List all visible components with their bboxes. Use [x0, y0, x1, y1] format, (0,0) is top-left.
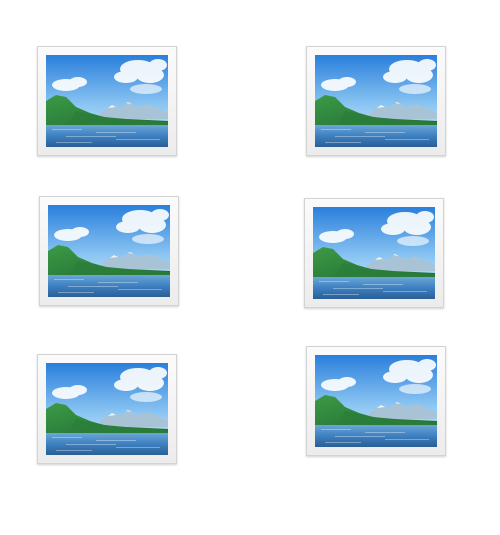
picture-thumbnail-5[interactable] — [37, 354, 177, 464]
landscape-picture-icon — [315, 355, 437, 447]
landscape-picture-icon — [46, 55, 168, 147]
picture-thumbnail-1[interactable] — [37, 46, 177, 156]
picture-thumbnail-6[interactable] — [306, 346, 446, 456]
landscape-picture-icon — [313, 207, 435, 299]
landscape-picture-icon — [48, 205, 170, 297]
landscape-picture-icon — [315, 55, 437, 147]
picture-thumbnail-2[interactable] — [306, 46, 446, 156]
picture-thumbnail-3[interactable] — [39, 196, 179, 306]
landscape-picture-icon — [46, 363, 168, 455]
picture-thumbnail-4[interactable] — [304, 198, 444, 308]
